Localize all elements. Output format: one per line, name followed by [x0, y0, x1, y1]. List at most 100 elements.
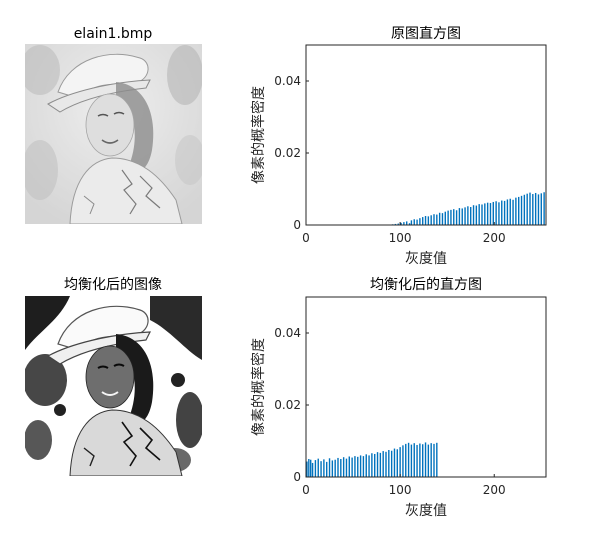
histogram-bar	[310, 459, 312, 477]
histogram-bar	[436, 442, 438, 477]
equalized-image-panel: 均衡化后的图像	[25, 277, 202, 476]
histogram-bar	[486, 202, 489, 225]
histogram-bar	[461, 208, 463, 225]
histogram-bar	[512, 199, 514, 225]
histogram-bar	[371, 453, 373, 477]
histogram-bar	[337, 457, 339, 477]
x-tick-label: 200	[483, 483, 506, 497]
original-histogram: 原图直方图 0 100 200 0 0.02 0.04 灰度值 像素的概率密度	[250, 25, 547, 267]
histogram-bar	[433, 443, 435, 477]
y-tick-label: 0.02	[274, 146, 301, 160]
histogram-bar	[340, 459, 342, 477]
histogram-bar	[450, 209, 452, 225]
histogram-bar	[314, 460, 317, 477]
plot-box	[305, 44, 547, 226]
histogram-bar	[400, 222, 402, 225]
histogram-bar	[410, 220, 413, 225]
histogram-bar	[475, 205, 478, 225]
histogram-bar	[509, 198, 511, 225]
histogram-bar	[506, 199, 509, 225]
histogram-bar	[379, 452, 382, 477]
histogram-bar	[498, 202, 500, 225]
histogram-bar	[357, 456, 359, 477]
histogram-bar	[351, 457, 353, 477]
chart-title: 原图直方图	[391, 25, 461, 42]
histogram-bar	[444, 211, 446, 225]
y-tick-label: 0	[293, 218, 301, 232]
histogram-bar	[495, 201, 497, 225]
histogram-bar	[362, 456, 365, 477]
histogram-bar	[424, 216, 427, 225]
histogram-bar	[453, 209, 455, 225]
histogram-bar	[374, 453, 376, 477]
histogram-bar	[402, 445, 404, 477]
histogram-bar	[438, 212, 441, 225]
equalized-photo	[25, 296, 202, 476]
histogram-bar	[455, 210, 458, 225]
x-tick-label: 100	[389, 231, 412, 245]
bar-series	[306, 442, 438, 477]
histogram-bar	[436, 214, 438, 225]
y-axis-label: 像素的概率密度	[250, 338, 267, 436]
histogram-bar	[413, 219, 415, 225]
histogram-bar	[518, 196, 520, 225]
histogram-bar	[422, 217, 424, 225]
plot-box	[305, 296, 547, 478]
histogram-bar	[317, 458, 319, 477]
histogram-bar	[424, 442, 427, 477]
histogram-bar	[470, 207, 472, 225]
histogram-bar	[472, 205, 475, 225]
histogram-bar	[503, 200, 506, 225]
histogram-bar	[388, 450, 390, 477]
y-tick-label: 0.04	[274, 74, 301, 88]
histogram-bar	[382, 451, 384, 477]
histogram-bar	[331, 460, 334, 477]
histogram-bar	[529, 192, 531, 225]
histogram-bar	[390, 450, 393, 477]
histogram-bar	[458, 208, 461, 225]
histogram-bar	[311, 462, 314, 477]
original-photo	[25, 44, 202, 224]
histogram-bar	[393, 448, 396, 477]
histogram-bar	[323, 459, 325, 477]
histogram-bar	[481, 204, 483, 225]
histogram-bar	[394, 223, 397, 225]
axis-ticks: 0 100 200 0 0.02 0.04	[274, 326, 505, 497]
histogram-bar	[406, 221, 408, 225]
histogram-bar	[407, 442, 410, 477]
histogram-bar	[405, 443, 407, 477]
histogram-bar	[430, 443, 432, 477]
x-tick-label: 200	[483, 231, 506, 245]
histogram-bar	[326, 461, 328, 477]
histogram-bar	[308, 459, 310, 477]
histogram-bar	[441, 213, 444, 225]
histogram-bar	[447, 210, 449, 225]
histogram-bar	[334, 459, 336, 477]
axis-ticks: 0 100 200 0 0.02 0.04	[274, 74, 505, 245]
histogram-bar	[433, 214, 435, 225]
histogram-bar	[467, 206, 469, 225]
x-tick-label: 100	[389, 483, 412, 497]
histogram-bar	[540, 193, 542, 225]
histogram-bar	[397, 223, 399, 225]
histogram-bar	[532, 194, 534, 225]
histogram-bar	[328, 458, 331, 477]
histogram-bar	[422, 444, 424, 477]
histogram-bar	[403, 222, 405, 225]
histogram-bar	[365, 454, 367, 477]
histogram-bar	[543, 192, 545, 225]
histogram-bar	[348, 456, 350, 477]
histogram-bar	[376, 452, 379, 477]
x-tick-label: 0	[302, 483, 310, 497]
histogram-bar	[419, 218, 421, 225]
histogram-bar	[430, 215, 432, 225]
histogram-bar	[523, 194, 526, 225]
histogram-bar	[399, 447, 401, 477]
histogram-bar	[368, 455, 370, 477]
histogram-bar	[526, 193, 528, 225]
histogram-bar	[478, 204, 480, 225]
histogram-bar	[464, 207, 466, 225]
original-image-panel: elain1.bmp	[25, 26, 202, 224]
histogram-bar	[537, 194, 540, 225]
histogram-bar	[410, 444, 413, 477]
